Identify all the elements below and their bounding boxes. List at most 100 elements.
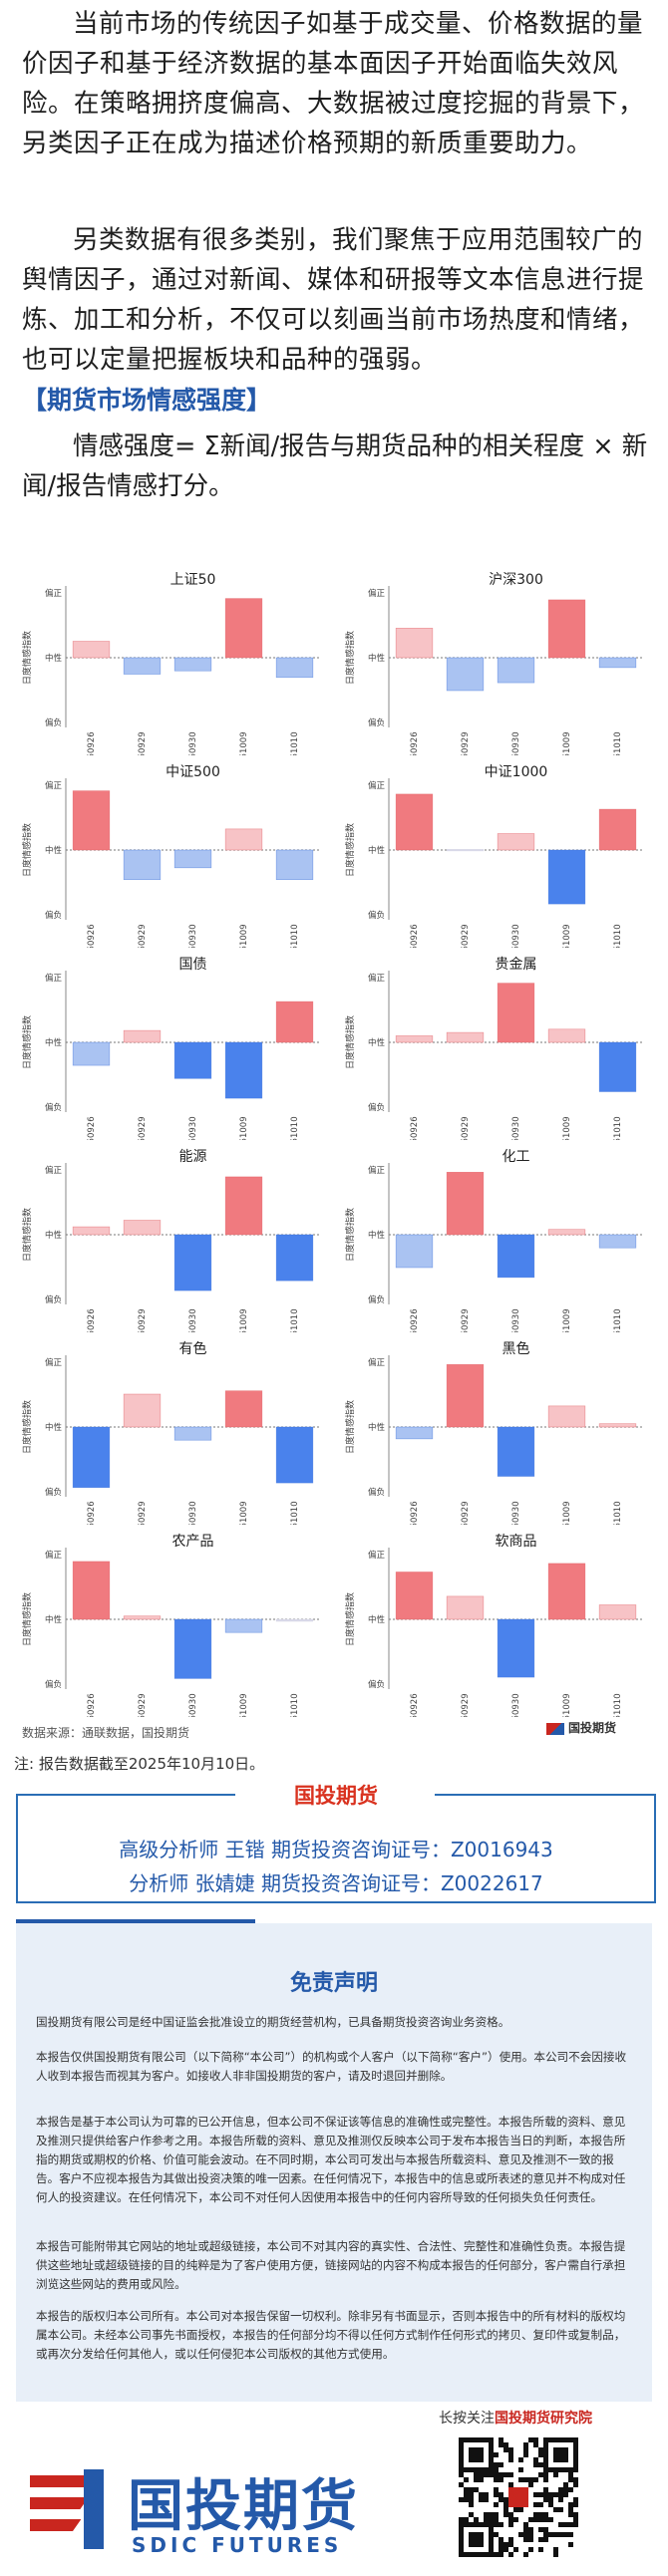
y-tick-label: 偏负 [45, 1102, 62, 1113]
y-tick-label: 偏正 [45, 1165, 63, 1176]
bar [275, 1618, 314, 1622]
x-tick-label: 20250926 [87, 924, 97, 948]
bar [598, 1041, 637, 1092]
x-tick-label: 20251010 [613, 1693, 623, 1717]
y-tick-label: 中性 [45, 1230, 63, 1241]
disclaimer-paragraph-5: 本报告的版权归本公司所有。本公司对本报告保留一切权利。除非另有书面显示，否则本报… [36, 2309, 626, 2361]
chart-title: 有色 [179, 1340, 207, 1357]
bar [72, 1041, 111, 1066]
bar [547, 849, 586, 905]
x-tick-label: 20251010 [613, 1308, 623, 1332]
bar [123, 1220, 162, 1236]
bar [547, 599, 586, 659]
x-tick-label: 20251009 [562, 924, 572, 948]
chart-6: 能源 日度情感指数 偏正 中性 偏负 20250926 20250929 20250930 20… [16, 1143, 330, 1338]
bar [224, 1618, 263, 1633]
x-tick-label: 20250929 [461, 1693, 471, 1717]
bar [598, 1423, 637, 1428]
bar [123, 1615, 162, 1620]
bar [598, 1234, 637, 1249]
x-tick-label: 20250929 [138, 1116, 148, 1140]
bar [123, 1393, 162, 1428]
bar [173, 1234, 212, 1291]
bar [72, 790, 111, 851]
bar [547, 1563, 586, 1620]
y-axis-label: 日度情感指数 [21, 1592, 33, 1646]
x-tick-label: 20250926 [410, 1308, 420, 1332]
x-tick-label: 20250926 [410, 1501, 420, 1525]
x-tick-label: 20250929 [138, 924, 148, 948]
bar [497, 657, 535, 684]
x-tick-label: 20250929 [461, 1308, 471, 1332]
bar [395, 1035, 434, 1043]
y-tick-label: 偏正 [368, 973, 386, 984]
y-axis-label: 日度情感指数 [21, 1015, 33, 1069]
y-tick-label: 偏正 [45, 780, 63, 791]
y-axis-label: 日度情感指数 [21, 1400, 33, 1454]
bar [446, 657, 485, 692]
y-tick-label: 偏正 [45, 1357, 63, 1368]
y-axis-label: 日度情感指数 [344, 1592, 356, 1646]
bar [224, 1176, 263, 1236]
bar [446, 1595, 485, 1620]
bar [446, 1031, 485, 1043]
y-tick-label: 偏负 [368, 1102, 385, 1113]
bar [395, 1572, 434, 1620]
y-axis-label: 日度情感指数 [344, 1400, 356, 1454]
bar [497, 833, 535, 851]
disclaimer-title: 免责声明 [289, 1971, 378, 1996]
x-tick-label: 20250926 [410, 924, 420, 948]
source-logo-text: 国投期货 [568, 1721, 617, 1735]
x-tick-label: 20251009 [562, 1501, 572, 1525]
disclaimer-paragraph-3: 本报告是基于本公司认为可靠的已公开信息，但本公司不保证该等信息的准确性或完整性。… [36, 2115, 626, 2204]
y-tick-label: 偏正 [368, 1165, 386, 1176]
chart-title: 农产品 [172, 1534, 214, 1550]
y-tick-label: 偏正 [45, 1550, 63, 1561]
bar [497, 983, 535, 1043]
y-tick-label: 偏正 [368, 1550, 386, 1561]
x-tick-label: 20250926 [87, 731, 97, 755]
chart-11: 软商品 日度情感指数 偏正 中性 偏负 20250926 20250929 20250930 2… [339, 1528, 653, 1723]
x-tick-label: 20250930 [188, 1693, 198, 1717]
logo-english-name: SDIC FUTURES [132, 2533, 343, 2557]
chart-2: 中证500 日度情感指数 偏正 中性 偏负 20250926 20250929 2025093… [16, 758, 330, 954]
chart-title: 能源 [179, 1149, 207, 1165]
chart-7: 化工 日度情感指数 偏正 中性 偏负 20250926 20250929 20250930 20… [339, 1143, 653, 1338]
intro-paragraph-1: 当前市场的传统因子如基于成交量、价格数据的量价因子和基于经济数据的基本面因子开始… [22, 9, 645, 158]
x-tick-label: 20250930 [511, 924, 521, 948]
x-tick-label: 20251009 [562, 1308, 572, 1332]
x-tick-label: 20251009 [562, 1693, 572, 1717]
chart-5: 贵金属 日度情感指数 偏正 中性 偏负 20250926 20250929 20250930 2… [339, 951, 653, 1146]
bar [395, 1234, 434, 1269]
x-tick-label: 20250929 [138, 1308, 148, 1332]
bar [275, 657, 314, 679]
bar [547, 1229, 586, 1236]
x-tick-label: 20251010 [290, 1308, 300, 1332]
x-tick-label: 20250926 [87, 1308, 97, 1332]
analyst-line-2: 分析师 张婧婕 期货投资咨询证号：Z0022617 [129, 1871, 543, 1895]
y-axis-label: 日度情感指数 [344, 631, 356, 685]
y-tick-label: 中性 [368, 653, 386, 664]
bar [547, 1405, 586, 1428]
chart-3: 中证1000 日度情感指数 偏正 中性 偏负 20250926 20250929 202509… [339, 758, 653, 954]
logo-chinese-name: 国投期货 [128, 2474, 359, 2539]
x-tick-label: 20250926 [87, 1693, 97, 1717]
x-tick-label: 20251010 [290, 924, 300, 948]
chart-9: 黑色 日度情感指数 偏正 中性 偏负 20250926 20250929 20250930 20… [339, 1335, 653, 1531]
y-tick-label: 偏正 [45, 973, 63, 984]
bar [224, 1390, 263, 1428]
x-tick-label: 20251009 [562, 1116, 572, 1140]
y-tick-label: 偏正 [368, 588, 386, 599]
bar [72, 1426, 111, 1489]
source-logo: 国投期货 [546, 1719, 616, 1736]
y-axis-label: 日度情感指数 [21, 1208, 33, 1262]
bar [446, 1171, 485, 1236]
x-tick-label: 20250930 [188, 1116, 198, 1140]
bar [123, 657, 162, 675]
chart-title: 贵金属 [496, 957, 537, 973]
chart-title: 化工 [502, 1149, 530, 1165]
bar [275, 1001, 314, 1043]
